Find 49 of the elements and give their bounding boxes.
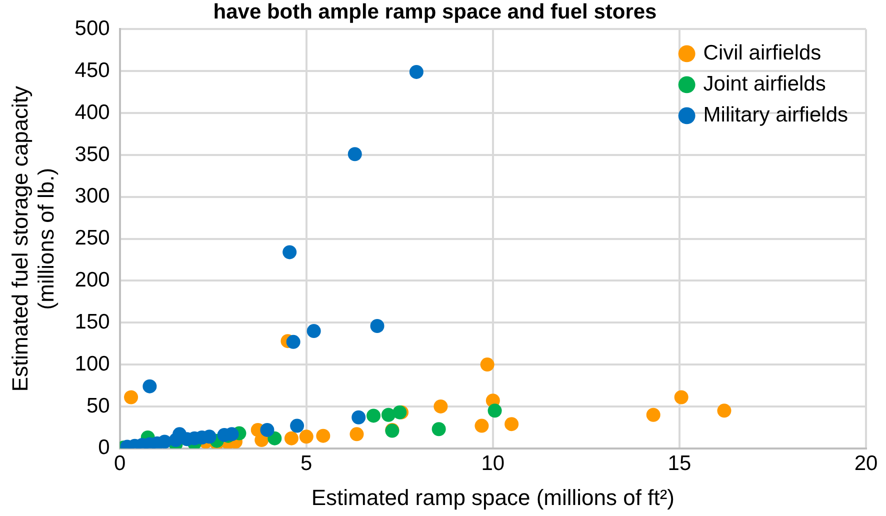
point bbox=[434, 399, 448, 414]
y-tick-label: 300 bbox=[74, 184, 110, 208]
point bbox=[409, 64, 424, 79]
point bbox=[352, 410, 366, 424]
y-tick-label: 150 bbox=[74, 310, 110, 334]
y-tick-label: 450 bbox=[74, 58, 110, 82]
point bbox=[316, 428, 330, 443]
point bbox=[306, 324, 321, 338]
point bbox=[504, 417, 519, 432]
point bbox=[488, 404, 502, 418]
point bbox=[124, 390, 138, 404]
y-tick-label: 400 bbox=[74, 100, 110, 124]
legend-label: Military airfields bbox=[703, 103, 848, 126]
point bbox=[674, 390, 688, 404]
x-tick-label: 10 bbox=[481, 452, 505, 475]
point bbox=[381, 408, 396, 422]
point bbox=[284, 431, 298, 446]
point bbox=[282, 245, 297, 260]
x-tick-label: 5 bbox=[300, 452, 312, 475]
point bbox=[366, 408, 381, 423]
x-axis-title: Estimated ramp space (millions of ft²) bbox=[311, 484, 674, 510]
point bbox=[158, 434, 172, 448]
point bbox=[350, 427, 364, 442]
point bbox=[474, 418, 489, 433]
y-axis-title: Estimated fuel storage capacity (millions of lb.) bbox=[7, 86, 59, 392]
y-tick-label: 0 bbox=[98, 436, 110, 460]
x-tick-label: 0 bbox=[114, 452, 126, 475]
point bbox=[646, 408, 660, 422]
legend-label: Civil airfields bbox=[703, 41, 822, 64]
point bbox=[432, 422, 446, 436]
y-tick-label: 250 bbox=[74, 226, 110, 250]
point bbox=[370, 318, 384, 333]
point bbox=[290, 418, 304, 433]
point bbox=[286, 334, 300, 349]
point bbox=[260, 422, 274, 437]
y-tick-label: 100 bbox=[74, 352, 110, 376]
point bbox=[299, 430, 314, 444]
point bbox=[142, 379, 157, 394]
y-tick-label: 500 bbox=[74, 16, 110, 40]
chart-title: have both ample ramp space and fuel stores bbox=[213, 0, 657, 24]
y-tick-label: 350 bbox=[74, 142, 110, 166]
point bbox=[717, 404, 732, 418]
y-tick-label: 200 bbox=[74, 268, 110, 292]
point bbox=[480, 358, 494, 372]
y-tick-label: 50 bbox=[86, 394, 110, 418]
x-tick-label: 15 bbox=[668, 452, 692, 475]
x-tick-label: 20 bbox=[854, 452, 878, 475]
point bbox=[348, 147, 362, 162]
legend-label: Joint airfields bbox=[703, 72, 826, 96]
